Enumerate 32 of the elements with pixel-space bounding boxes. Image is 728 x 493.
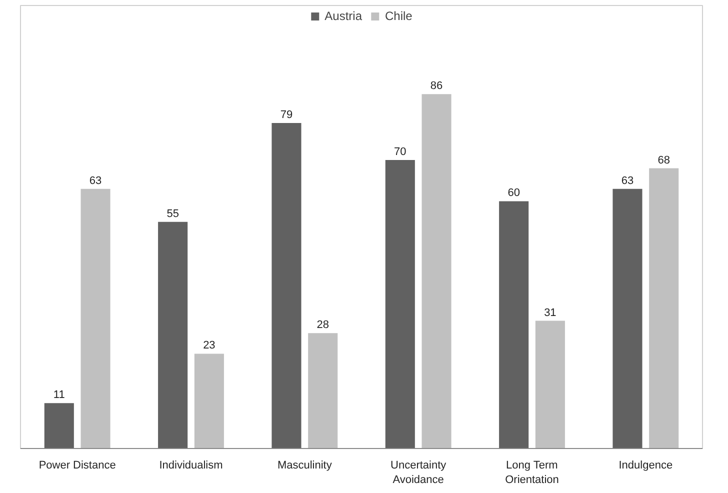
bar	[272, 122, 302, 448]
x-tick-label: Power Distance	[38, 460, 116, 472]
data-label: 11	[53, 389, 65, 402]
x-tick-label: Individualism	[159, 460, 223, 472]
data-label: 63	[621, 174, 634, 187]
legend-label: Austria	[324, 9, 362, 23]
x-tick-label: Masculinity	[277, 460, 332, 472]
x-tick-label: Uncertainty Avoidance	[390, 460, 447, 486]
bar	[499, 201, 529, 448]
data-label: 86	[430, 80, 443, 92]
data-label: 68	[658, 154, 670, 166]
data-label: 28	[316, 319, 329, 332]
bar	[612, 188, 642, 448]
bar	[308, 333, 338, 448]
bar	[649, 168, 679, 448]
data-label: 23	[203, 340, 216, 352]
bar	[385, 160, 415, 448]
bar	[80, 188, 110, 448]
bar	[158, 222, 188, 448]
bar	[44, 403, 74, 448]
data-label: 79	[280, 108, 293, 121]
data-label: 55	[166, 208, 179, 220]
bar	[422, 94, 452, 448]
bar	[194, 354, 224, 448]
bar	[535, 320, 565, 448]
x-tick-label: Indulgence	[618, 460, 673, 472]
legend-label: Chile	[385, 9, 412, 23]
x-tick-label: Long Term Orientation	[505, 460, 559, 486]
data-label: 31	[544, 306, 556, 319]
data-label: 63	[89, 174, 102, 187]
data-label: 70	[394, 146, 406, 158]
data-label: 60	[508, 187, 520, 200]
